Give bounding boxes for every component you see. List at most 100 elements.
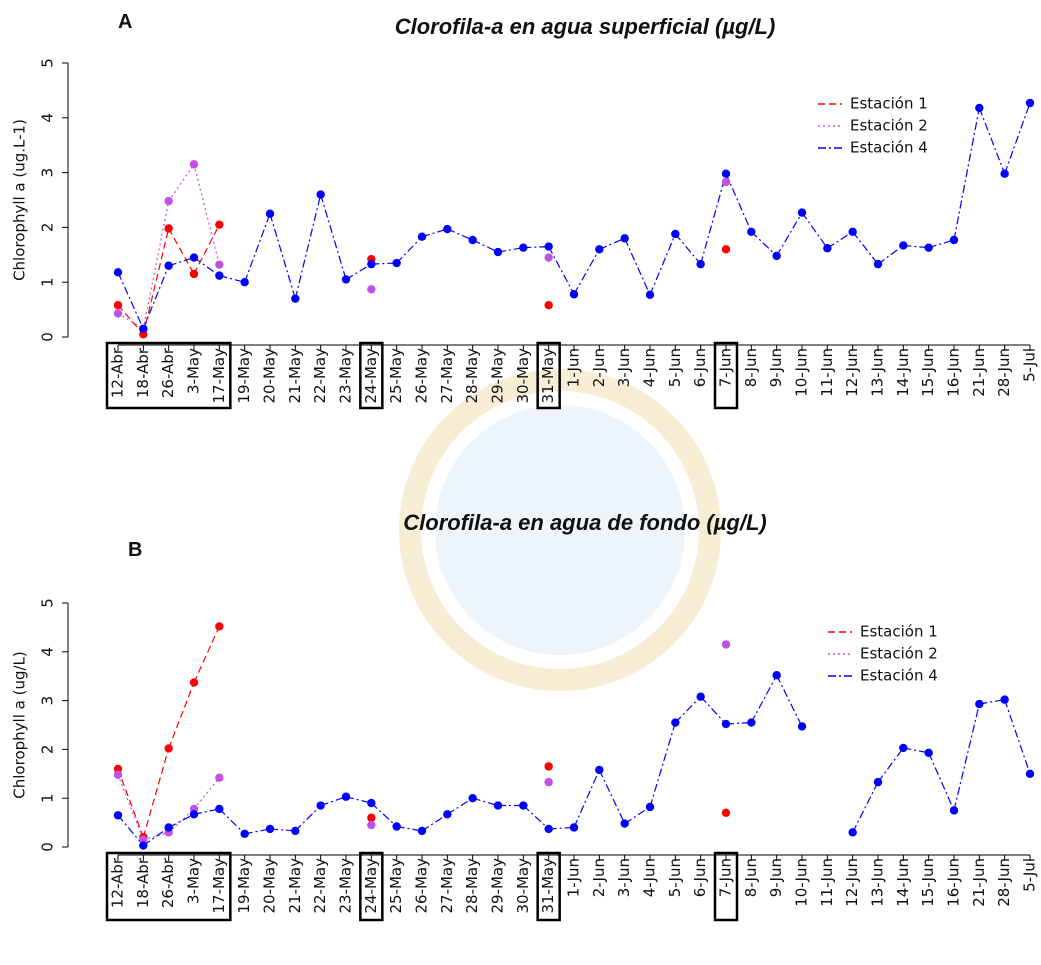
x-tick-label: 25-May	[387, 348, 405, 404]
x-tick-label: 18-Abr	[134, 857, 152, 908]
x-tick-label: 21-May	[286, 858, 304, 914]
x-tick-label: 21-May	[286, 348, 304, 404]
x-tick-label: 20-May	[261, 348, 279, 404]
x-tick-label: 11-Jun	[818, 858, 836, 907]
data-point	[215, 804, 224, 814]
data-point	[417, 232, 427, 241]
series-line	[750, 231, 778, 257]
series-line	[218, 808, 246, 835]
x-tick-label: 21-Jun	[970, 858, 988, 907]
series-line	[928, 239, 955, 249]
data-point	[113, 301, 123, 310]
series-line	[523, 245, 549, 249]
data-point	[544, 253, 553, 262]
series-line	[776, 212, 803, 257]
series-line	[852, 231, 879, 265]
data-point	[443, 224, 452, 234]
data-point	[215, 622, 224, 631]
x-tick-label: 3-May	[185, 348, 203, 394]
y-axis-label: Chlorophyll a (ug/L)	[11, 651, 29, 798]
x-tick-label: 3-Jun	[615, 348, 633, 387]
data-point	[721, 169, 731, 178]
series-line	[903, 747, 929, 754]
data-point	[544, 824, 553, 834]
data-point	[645, 290, 655, 300]
series-line	[573, 769, 600, 828]
data-point	[569, 290, 579, 299]
series-line	[852, 781, 879, 833]
series-line	[168, 256, 195, 267]
data-point	[215, 220, 224, 229]
data-point	[544, 301, 553, 310]
legend-label: Estación 1	[850, 95, 928, 113]
x-tick-label: 22-May	[311, 858, 329, 914]
series-line	[953, 703, 980, 811]
x-tick-label: 24-May	[362, 348, 380, 404]
x-tick-label: 26-Abr	[159, 857, 177, 908]
legend-label: Estación 1	[860, 623, 938, 641]
series-line	[598, 769, 626, 824]
x-tick-label: 4-Jun	[641, 348, 659, 387]
data-point	[797, 722, 807, 731]
x-tick-label: 28-Jun	[995, 858, 1013, 907]
x-tick-label: 3-Jun	[615, 858, 633, 897]
series-line	[979, 699, 1005, 705]
data-point	[240, 829, 249, 839]
data-point	[417, 826, 427, 836]
series-line	[142, 228, 170, 335]
series-line	[877, 245, 904, 265]
series-line	[447, 228, 473, 241]
x-tick-label: 13-Jun	[869, 348, 887, 397]
data-point	[696, 692, 705, 701]
data-point	[873, 777, 883, 787]
x-tick-label: 25-May	[387, 858, 405, 914]
y-tick-label: 4	[39, 647, 57, 657]
data-point	[721, 640, 731, 649]
y-tick-label: 2	[39, 745, 57, 755]
data-point	[493, 801, 503, 810]
data-point	[519, 801, 528, 810]
series-line	[725, 173, 752, 233]
x-tick-label: 16-Jun	[945, 858, 963, 907]
panel-label: A	[118, 11, 132, 33]
series-line	[345, 796, 372, 804]
series-line	[219, 275, 245, 283]
x-tick-label: 3-May	[185, 858, 203, 904]
x-tick-label: 24-May	[362, 858, 380, 914]
data-point	[291, 294, 300, 303]
series-line	[827, 231, 853, 249]
data-point	[139, 324, 148, 333]
highlight-box	[536, 851, 561, 922]
x-tick-label: 28-May	[463, 858, 481, 914]
legend-label: Estación 2	[860, 645, 938, 663]
series-line	[421, 813, 448, 832]
x-tick-label: 10-Jun	[793, 348, 811, 397]
series-line	[649, 722, 676, 808]
x-tick-label: 14-Jun	[894, 348, 912, 397]
legend-label: Estación 4	[860, 667, 938, 685]
data-point	[164, 823, 173, 832]
data-point	[341, 275, 351, 284]
data-point	[113, 770, 123, 779]
data-point	[189, 810, 199, 819]
series-line	[244, 828, 271, 835]
series-line	[978, 107, 1006, 174]
x-tick-label: 19-May	[235, 858, 253, 914]
y-tick-label: 5	[39, 598, 57, 608]
data-point	[949, 235, 959, 245]
data-point	[848, 227, 857, 236]
data-point	[468, 235, 477, 245]
x-tick-label: 30-May	[514, 858, 532, 914]
data-point	[113, 764, 123, 774]
x-tick-label: 15-Jun	[919, 348, 937, 397]
data-point	[544, 242, 553, 251]
data-point	[924, 243, 933, 252]
series-line	[801, 212, 828, 249]
data-point	[164, 261, 173, 270]
series-line	[396, 236, 423, 264]
series-line	[193, 777, 220, 810]
series-line	[168, 808, 195, 833]
series-line	[700, 696, 727, 725]
x-tick-label: 1-Jun	[565, 858, 583, 897]
x-tick-label: 18-Abr	[134, 347, 152, 398]
